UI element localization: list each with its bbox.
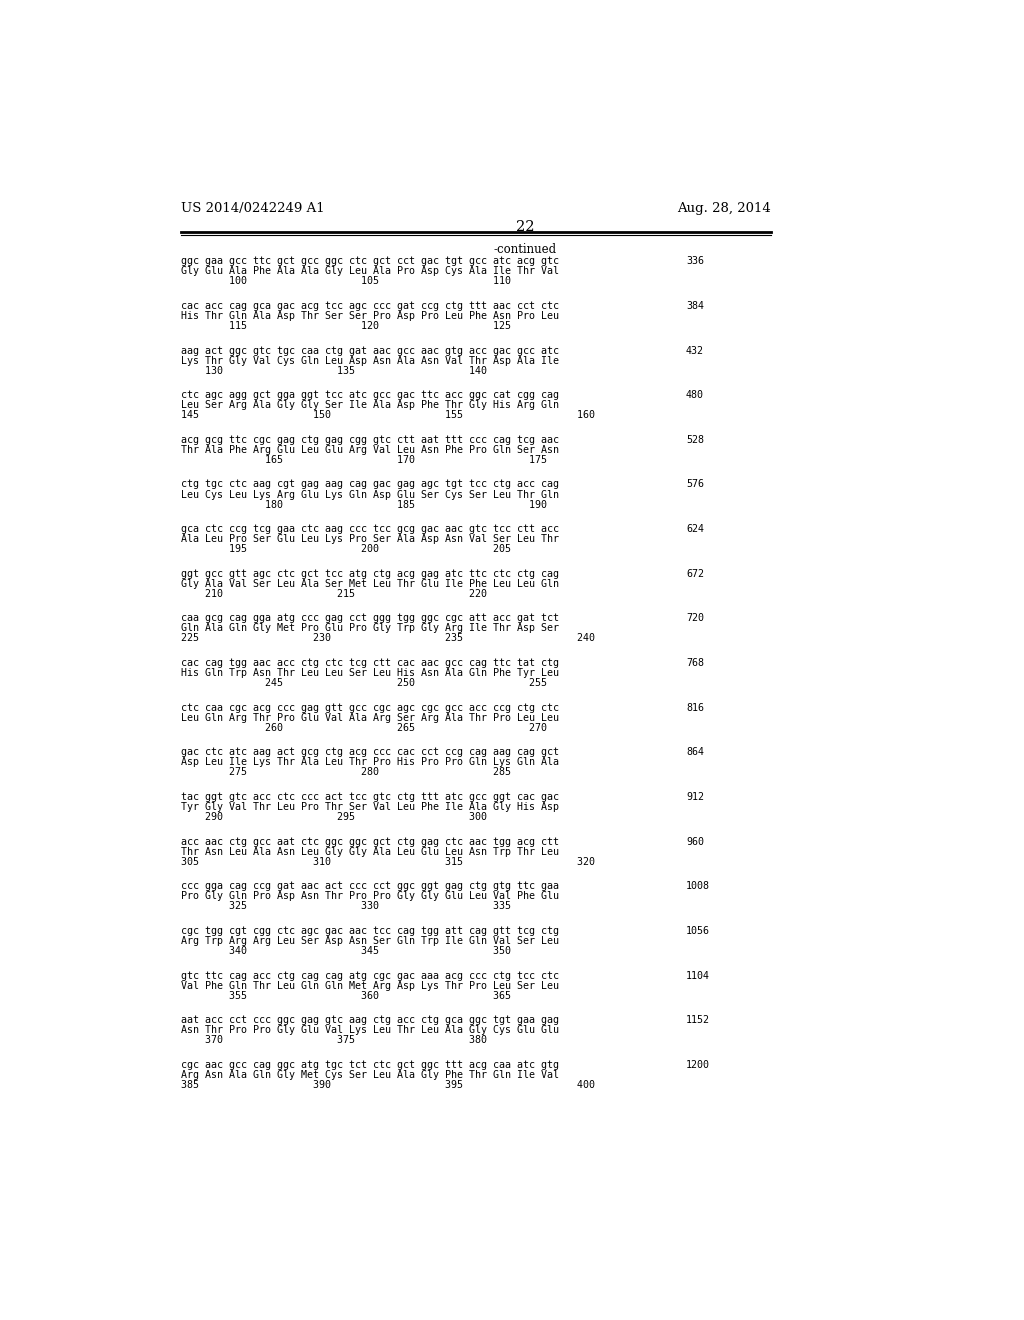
Text: 325                   330                   335: 325 330 335: [180, 902, 511, 911]
Text: 624: 624: [686, 524, 705, 535]
Text: 210                   215                   220: 210 215 220: [180, 589, 486, 599]
Text: cgc tgg cgt cgg ctc agc gac aac tcc cag tgg att cag gtt tcg ctg: cgc tgg cgt cgg ctc agc gac aac tcc cag …: [180, 927, 559, 936]
Text: 912: 912: [686, 792, 705, 803]
Text: 100                   105                   110: 100 105 110: [180, 276, 511, 286]
Text: 130                   135                   140: 130 135 140: [180, 366, 486, 375]
Text: cac cag tgg aac acc ctg ctc tcg ctt cac aac gcc cag ttc tat ctg: cac cag tgg aac acc ctg ctc tcg ctt cac …: [180, 659, 559, 668]
Text: Gly Glu Ala Phe Ala Ala Gly Leu Ala Pro Asp Cys Ala Ile Thr Val: Gly Glu Ala Phe Ala Ala Gly Leu Ala Pro …: [180, 267, 559, 276]
Text: Ala Leu Pro Ser Glu Leu Lys Pro Ser Ala Asp Asn Val Ser Leu Thr: Ala Leu Pro Ser Glu Leu Lys Pro Ser Ala …: [180, 535, 559, 544]
Text: ccc gga cag ccg gat aac act ccc cct ggc ggt gag ctg gtg ttc gaa: ccc gga cag ccg gat aac act ccc cct ggc …: [180, 882, 559, 891]
Text: 1056: 1056: [686, 927, 710, 936]
Text: 672: 672: [686, 569, 705, 578]
Text: 275                   280                   285: 275 280 285: [180, 767, 511, 777]
Text: 1200: 1200: [686, 1060, 710, 1071]
Text: 384: 384: [686, 301, 705, 310]
Text: 864: 864: [686, 747, 705, 758]
Text: acg gcg ttc cgc gag ctg gag cgg gtc ctt aat ttt ccc cag tcg aac: acg gcg ttc cgc gag ctg gag cgg gtc ctt …: [180, 434, 559, 445]
Text: 768: 768: [686, 659, 705, 668]
Text: 1008: 1008: [686, 882, 710, 891]
Text: 385                   390                   395                   400: 385 390 395 400: [180, 1080, 595, 1090]
Text: 180                   185                   190: 180 185 190: [180, 499, 547, 510]
Text: Leu Gln Arg Thr Pro Glu Val Ala Arg Ser Arg Ala Thr Pro Leu Leu: Leu Gln Arg Thr Pro Glu Val Ala Arg Ser …: [180, 713, 559, 723]
Text: aag act ggc gtc tgc caa ctg gat aac gcc aac gtg acc gac gcc atc: aag act ggc gtc tgc caa ctg gat aac gcc …: [180, 346, 559, 355]
Text: 336: 336: [686, 256, 705, 267]
Text: Val Phe Gln Thr Leu Gln Gln Met Arg Asp Lys Thr Pro Leu Ser Leu: Val Phe Gln Thr Leu Gln Gln Met Arg Asp …: [180, 981, 559, 991]
Text: 22: 22: [515, 220, 535, 234]
Text: 576: 576: [686, 479, 705, 490]
Text: Pro Gly Gln Pro Asp Asn Thr Pro Pro Gly Gly Glu Leu Val Phe Glu: Pro Gly Gln Pro Asp Asn Thr Pro Pro Gly …: [180, 891, 559, 902]
Text: Asn Thr Pro Pro Gly Glu Val Lys Leu Thr Leu Ala Gly Cys Glu Glu: Asn Thr Pro Pro Gly Glu Val Lys Leu Thr …: [180, 1026, 559, 1035]
Text: cgc aac gcc cag ggc atg tgc tct ctc gct ggc ttt acg caa atc gtg: cgc aac gcc cag ggc atg tgc tct ctc gct …: [180, 1060, 559, 1071]
Text: Lys Thr Gly Val Cys Gln Leu Asp Asn Ala Asn Val Thr Asp Ala Ile: Lys Thr Gly Val Cys Gln Leu Asp Asn Ala …: [180, 355, 559, 366]
Text: ctc agc agg gct gga ggt tcc atc gcc gac ttc acc ggc cat cgg cag: ctc agc agg gct gga ggt tcc atc gcc gac …: [180, 391, 559, 400]
Text: gtc ttc cag acc ctg cag cag atg cgc gac aaa acg ccc ctg tcc ctc: gtc ttc cag acc ctg cag cag atg cgc gac …: [180, 970, 559, 981]
Text: 290                   295                   300: 290 295 300: [180, 812, 486, 822]
Text: tac ggt gtc acc ctc ccc act tcc gtc ctg ttt atc gcc ggt cac gac: tac ggt gtc acc ctc ccc act tcc gtc ctg …: [180, 792, 559, 803]
Text: ctg tgc ctc aag cgt gag aag cag gac gag agc tgt tcc ctg acc cag: ctg tgc ctc aag cgt gag aag cag gac gag …: [180, 479, 559, 490]
Text: 432: 432: [686, 346, 705, 355]
Text: 1104: 1104: [686, 970, 710, 981]
Text: Aug. 28, 2014: Aug. 28, 2014: [678, 202, 771, 215]
Text: Tyr Gly Val Thr Leu Pro Thr Ser Val Leu Phe Ile Ala Gly His Asp: Tyr Gly Val Thr Leu Pro Thr Ser Val Leu …: [180, 803, 559, 812]
Text: 165                   170                   175: 165 170 175: [180, 455, 547, 465]
Text: Asp Leu Ile Lys Thr Ala Leu Thr Pro His Pro Pro Gln Lys Gln Ala: Asp Leu Ile Lys Thr Ala Leu Thr Pro His …: [180, 758, 559, 767]
Text: gac ctc atc aag act gcg ctg acg ccc cac cct ccg cag aag cag gct: gac ctc atc aag act gcg ctg acg ccc cac …: [180, 747, 559, 758]
Text: 960: 960: [686, 837, 705, 846]
Text: aat acc cct ccc ggc gag gtc aag ctg acc ctg gca ggc tgt gaa gag: aat acc cct ccc ggc gag gtc aag ctg acc …: [180, 1015, 559, 1026]
Text: 370                   375                   380: 370 375 380: [180, 1035, 486, 1045]
Text: His Thr Gln Ala Asp Thr Ser Ser Pro Asp Pro Leu Phe Asn Pro Leu: His Thr Gln Ala Asp Thr Ser Ser Pro Asp …: [180, 312, 559, 321]
Text: 115                   120                   125: 115 120 125: [180, 321, 511, 331]
Text: 260                   265                   270: 260 265 270: [180, 723, 547, 733]
Text: 1152: 1152: [686, 1015, 710, 1026]
Text: His Gln Trp Asn Thr Leu Leu Ser Leu His Asn Ala Gln Phe Tyr Leu: His Gln Trp Asn Thr Leu Leu Ser Leu His …: [180, 668, 559, 678]
Text: Thr Asn Leu Ala Asn Leu Gly Gly Ala Leu Glu Leu Asn Trp Thr Leu: Thr Asn Leu Ala Asn Leu Gly Gly Ala Leu …: [180, 847, 559, 857]
Text: ggc gaa gcc ttc gct gcc ggc ctc gct cct gac tgt gcc atc acg gtc: ggc gaa gcc ttc gct gcc ggc ctc gct cct …: [180, 256, 559, 267]
Text: 225                   230                   235                   240: 225 230 235 240: [180, 634, 595, 643]
Text: ggt gcc gtt agc ctc gct tcc atg ctg acg gag atc ttc ctc ctg cag: ggt gcc gtt agc ctc gct tcc atg ctg acg …: [180, 569, 559, 578]
Text: 355                   360                   365: 355 360 365: [180, 991, 511, 1001]
Text: 195                   200                   205: 195 200 205: [180, 544, 511, 554]
Text: 245                   250                   255: 245 250 255: [180, 678, 547, 688]
Text: Gly Ala Val Ser Leu Ala Ser Met Leu Thr Glu Ile Phe Leu Leu Gln: Gly Ala Val Ser Leu Ala Ser Met Leu Thr …: [180, 579, 559, 589]
Text: 145                   150                   155                   160: 145 150 155 160: [180, 411, 595, 420]
Text: acc aac ctg gcc aat ctc ggc ggc gct ctg gag ctc aac tgg acg ctt: acc aac ctg gcc aat ctc ggc ggc gct ctg …: [180, 837, 559, 846]
Text: 528: 528: [686, 434, 705, 445]
Text: Leu Ser Arg Ala Gly Gly Ser Ile Ala Asp Phe Thr Gly His Arg Gln: Leu Ser Arg Ala Gly Gly Ser Ile Ala Asp …: [180, 400, 559, 411]
Text: Arg Trp Arg Arg Leu Ser Asp Asn Ser Gln Trp Ile Gln Val Ser Leu: Arg Trp Arg Arg Leu Ser Asp Asn Ser Gln …: [180, 936, 559, 946]
Text: Arg Asn Ala Gln Gly Met Cys Ser Leu Ala Gly Phe Thr Gln Ile Val: Arg Asn Ala Gln Gly Met Cys Ser Leu Ala …: [180, 1071, 559, 1080]
Text: US 2014/0242249 A1: US 2014/0242249 A1: [180, 202, 325, 215]
Text: Gln Ala Gln Gly Met Pro Glu Pro Gly Trp Gly Arg Ile Thr Asp Ser: Gln Ala Gln Gly Met Pro Glu Pro Gly Trp …: [180, 623, 559, 634]
Text: gca ctc ccg tcg gaa ctc aag ccc tcc gcg gac aac gtc tcc ctt acc: gca ctc ccg tcg gaa ctc aag ccc tcc gcg …: [180, 524, 559, 535]
Text: 480: 480: [686, 391, 705, 400]
Text: 340                   345                   350: 340 345 350: [180, 946, 511, 956]
Text: caa gcg cag gga atg ccc gag cct ggg tgg ggc cgc att acc gat tct: caa gcg cag gga atg ccc gag cct ggg tgg …: [180, 614, 559, 623]
Text: Thr Ala Phe Arg Glu Leu Glu Arg Val Leu Asn Phe Pro Gln Ser Asn: Thr Ala Phe Arg Glu Leu Glu Arg Val Leu …: [180, 445, 559, 455]
Text: Leu Cys Leu Lys Arg Glu Lys Gln Asp Glu Ser Cys Ser Leu Thr Gln: Leu Cys Leu Lys Arg Glu Lys Gln Asp Glu …: [180, 490, 559, 499]
Text: -continued: -continued: [494, 243, 556, 256]
Text: 816: 816: [686, 702, 705, 713]
Text: 305                   310                   315                   320: 305 310 315 320: [180, 857, 595, 867]
Text: cac acc cag gca gac acg tcc agc ccc gat ccg ctg ttt aac cct ctc: cac acc cag gca gac acg tcc agc ccc gat …: [180, 301, 559, 310]
Text: 720: 720: [686, 614, 705, 623]
Text: ctc caa cgc acg ccc gag gtt gcc cgc agc cgc gcc acc ccg ctg ctc: ctc caa cgc acg ccc gag gtt gcc cgc agc …: [180, 702, 559, 713]
